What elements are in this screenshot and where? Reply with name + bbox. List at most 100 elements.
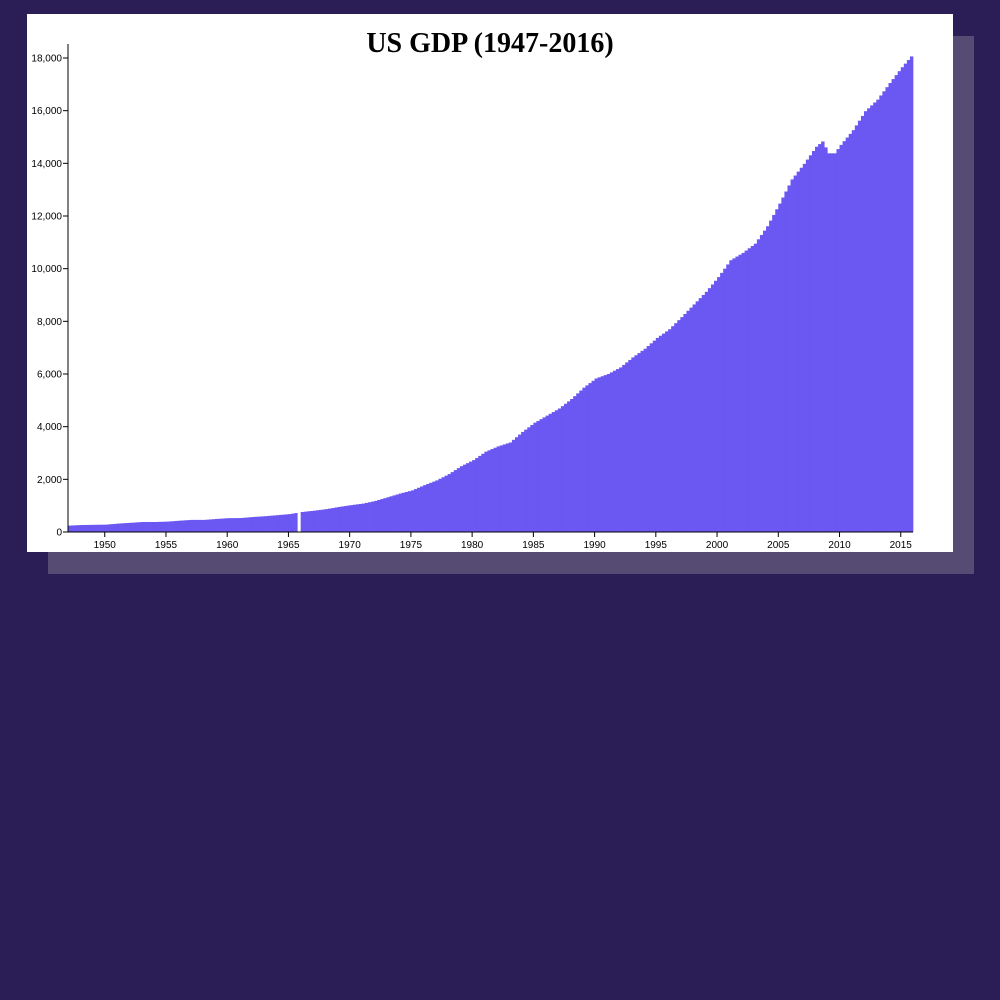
bar[interactable] — [469, 461, 473, 532]
bar[interactable] — [374, 500, 378, 532]
bar[interactable] — [291, 513, 295, 532]
bar[interactable] — [845, 137, 850, 532]
bar[interactable] — [860, 115, 865, 533]
bar[interactable] — [701, 295, 706, 532]
bar[interactable] — [462, 464, 467, 532]
bar[interactable] — [704, 291, 709, 532]
bar[interactable] — [68, 525, 72, 532]
highlighted-bar[interactable] — [297, 512, 301, 532]
bar[interactable] — [649, 343, 654, 532]
bar[interactable] — [830, 153, 834, 532]
bar[interactable] — [658, 335, 663, 532]
bar[interactable] — [545, 415, 550, 532]
bar[interactable] — [671, 326, 675, 532]
bar[interactable] — [444, 475, 448, 532]
bar[interactable] — [821, 141, 825, 532]
bar[interactable] — [322, 509, 326, 532]
bar[interactable] — [750, 245, 755, 532]
bar[interactable] — [352, 504, 357, 532]
bar[interactable] — [113, 523, 118, 532]
bar[interactable] — [766, 226, 770, 532]
bar[interactable] — [92, 524, 96, 532]
bar[interactable] — [665, 331, 669, 532]
bar[interactable] — [208, 519, 213, 532]
bar[interactable] — [710, 284, 715, 532]
bar[interactable] — [398, 493, 403, 532]
bar[interactable] — [634, 355, 638, 532]
bar[interactable] — [475, 458, 479, 532]
bar[interactable] — [909, 56, 914, 533]
bar[interactable] — [135, 522, 139, 532]
bar[interactable] — [542, 417, 546, 532]
bar[interactable] — [138, 522, 142, 532]
bar[interactable] — [487, 450, 491, 532]
bar[interactable] — [392, 495, 396, 532]
bar[interactable] — [762, 230, 767, 532]
bar[interactable] — [563, 403, 568, 532]
bar[interactable] — [401, 492, 406, 532]
bar[interactable] — [101, 524, 106, 532]
bar[interactable] — [570, 399, 574, 532]
bar[interactable] — [508, 442, 513, 532]
bar[interactable] — [582, 387, 586, 532]
bar[interactable] — [364, 502, 369, 532]
bar[interactable] — [126, 522, 130, 532]
bar[interactable] — [514, 437, 519, 532]
bar[interactable] — [668, 329, 672, 532]
bar[interactable] — [811, 151, 816, 532]
bar[interactable] — [236, 518, 240, 532]
bar[interactable] — [717, 277, 721, 532]
bar[interactable] — [331, 508, 335, 532]
bar[interactable] — [432, 481, 436, 532]
bar[interactable] — [729, 260, 733, 532]
bar[interactable] — [389, 496, 393, 532]
bar[interactable] — [325, 509, 329, 532]
bar[interactable] — [539, 419, 543, 532]
bar[interactable] — [355, 504, 360, 532]
bar[interactable] — [576, 393, 580, 532]
bar[interactable] — [300, 511, 305, 532]
bar[interactable] — [756, 239, 761, 533]
bar[interactable] — [741, 252, 745, 532]
bar[interactable] — [426, 483, 430, 532]
bar[interactable] — [698, 298, 703, 532]
bar[interactable] — [254, 516, 259, 532]
bar[interactable] — [680, 317, 684, 532]
bar[interactable] — [95, 524, 99, 532]
bar[interactable] — [153, 521, 158, 532]
bar[interactable] — [276, 515, 280, 532]
bar[interactable] — [842, 141, 846, 532]
bar[interactable] — [723, 268, 727, 532]
bar[interactable] — [784, 191, 788, 532]
bar[interactable] — [882, 91, 886, 532]
bar[interactable] — [769, 220, 773, 533]
bar[interactable] — [74, 525, 78, 532]
bar[interactable] — [218, 518, 222, 532]
bar[interactable] — [683, 313, 687, 532]
bar[interactable] — [263, 516, 268, 532]
bar[interactable] — [230, 518, 234, 532]
bar[interactable] — [260, 516, 265, 532]
bar[interactable] — [83, 524, 87, 532]
bar[interactable] — [116, 523, 121, 532]
bar[interactable] — [377, 500, 381, 532]
bar[interactable] — [888, 83, 892, 533]
bar[interactable] — [753, 243, 758, 532]
bar[interactable] — [548, 413, 553, 532]
bar[interactable] — [606, 374, 611, 532]
bar[interactable] — [591, 380, 595, 532]
bar[interactable] — [165, 521, 170, 532]
bar[interactable] — [267, 515, 271, 532]
bar[interactable] — [242, 517, 246, 532]
bar[interactable] — [836, 149, 840, 533]
bar[interactable] — [129, 522, 133, 532]
bar[interactable] — [159, 521, 164, 532]
bar[interactable] — [619, 367, 623, 532]
bar[interactable] — [689, 307, 693, 532]
bar[interactable] — [805, 159, 810, 532]
bar[interactable] — [417, 487, 421, 532]
bar[interactable] — [227, 518, 231, 532]
bar[interactable] — [196, 519, 200, 532]
bar[interactable] — [141, 521, 145, 532]
bar[interactable] — [459, 466, 464, 532]
